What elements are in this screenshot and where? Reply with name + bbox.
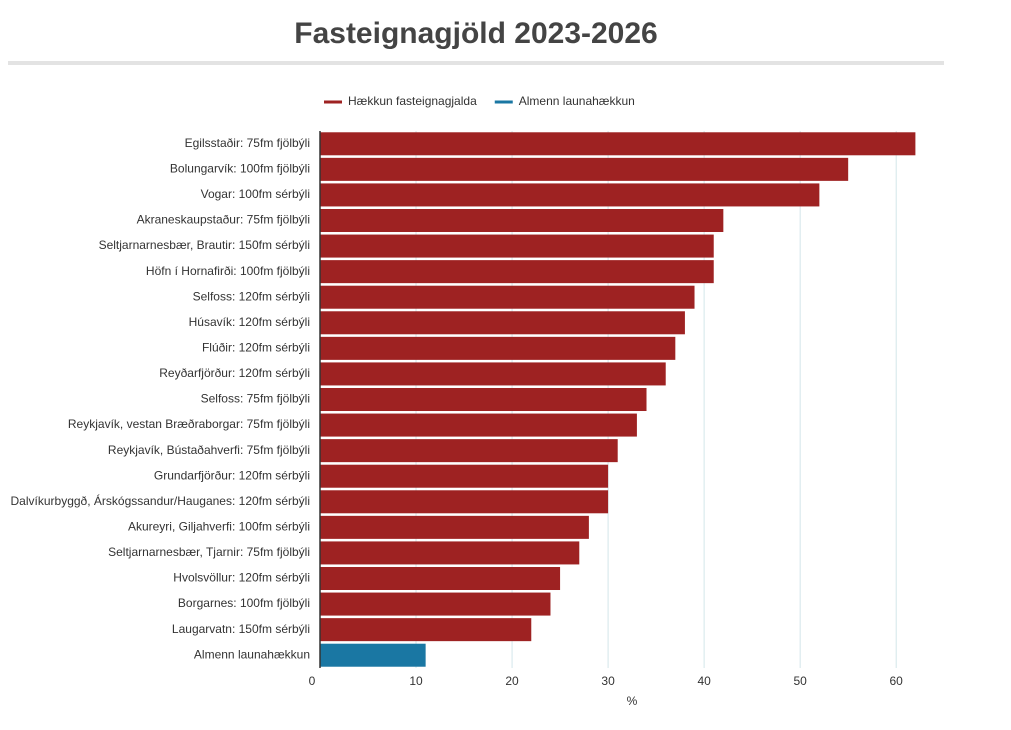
- y-tick-label: Húsavík: 120fm sérbýli: [189, 315, 310, 329]
- x-tick-label: 60: [890, 674, 904, 688]
- bar: [320, 285, 695, 309]
- y-tick-label: Flúðir: 120fm sérbýli: [202, 341, 310, 355]
- y-tick-label: Dalvíkurbyggð, Árskógssandur/Hauganes: 1…: [11, 493, 310, 508]
- bar: [320, 132, 916, 156]
- x-tick-label: 30: [601, 674, 615, 688]
- y-tick-label: Höfn í Hornafirði: 100fm fjölbýli: [146, 264, 310, 278]
- bar: [320, 541, 580, 565]
- bar: [320, 387, 647, 412]
- y-tick-label: Grundarfjörður: 120fm sérbýli: [154, 468, 310, 482]
- y-tick-label: Bolungarvík: 100fm fjölbýli: [170, 162, 310, 176]
- y-tick-label: Reykjavík, Bústaðahverfi: 75fm fjölbýli: [108, 443, 310, 457]
- bar: [320, 643, 426, 667]
- x-tick-label: 10: [409, 674, 423, 688]
- y-tick-label: Selfoss: 120fm sérbýli: [193, 289, 310, 303]
- y-tick-label: Hvolsvöllur: 120fm sérbýli: [173, 571, 310, 585]
- y-tick-label: Selfoss: 75fm fjölbýli: [201, 392, 310, 406]
- bar: [320, 336, 676, 360]
- bar: [320, 413, 637, 437]
- x-tick-label: 50: [793, 674, 807, 688]
- bar: [320, 208, 724, 233]
- bar: [320, 234, 714, 258]
- x-axis-label: %: [627, 694, 638, 708]
- y-tick-label: Seltjarnarnesbær, Tjarnir: 75fm fjölbýli: [108, 545, 310, 559]
- legend-label: Hækkun fasteignagjalda: [348, 94, 477, 108]
- x-tick-label: 0: [309, 674, 316, 688]
- y-tick-label: Reyðarfjörður: 120fm sérbýli: [159, 366, 310, 380]
- title-rule: [8, 61, 944, 65]
- y-tick-label: Egilsstaðir: 75fm fjölbýli: [185, 136, 310, 150]
- x-tick-label: 20: [505, 674, 519, 688]
- y-tick-label: Vogar: 100fm sérbýli: [201, 187, 310, 201]
- bar: [320, 592, 551, 616]
- bar: [320, 362, 666, 386]
- y-tick-label: Akraneskaupstaður: 75fm fjölbýli: [137, 213, 310, 227]
- bar: [320, 439, 618, 463]
- x-tick-label: 40: [697, 674, 711, 688]
- legend-label: Almenn launahækkun: [519, 94, 635, 108]
- bar: [320, 311, 685, 335]
- y-tick-label: Akureyri, Giljahverfi: 100fm sérbýli: [128, 520, 310, 534]
- bar: [320, 618, 532, 642]
- y-tick-label: Almenn launahækkun: [194, 647, 310, 661]
- bar: [320, 490, 609, 514]
- bar: [320, 157, 849, 181]
- y-tick-label: Borgarnes: 100fm fjölbýli: [178, 596, 310, 610]
- y-tick-label: Seltjarnarnesbær, Brautir: 150fm sérbýli: [99, 238, 310, 252]
- bar: [320, 566, 561, 591]
- bar: [320, 464, 609, 488]
- bar: [320, 515, 589, 539]
- bar: [320, 183, 820, 207]
- bar: [320, 260, 714, 284]
- chart-title: Fasteignagjöld 2023-2026: [294, 17, 658, 50]
- y-tick-label: Laugarvatn: 150fm sérbýli: [172, 622, 310, 636]
- y-tick-label: Reykjavík, vestan Bræðraborgar: 75fm fjö…: [68, 417, 310, 431]
